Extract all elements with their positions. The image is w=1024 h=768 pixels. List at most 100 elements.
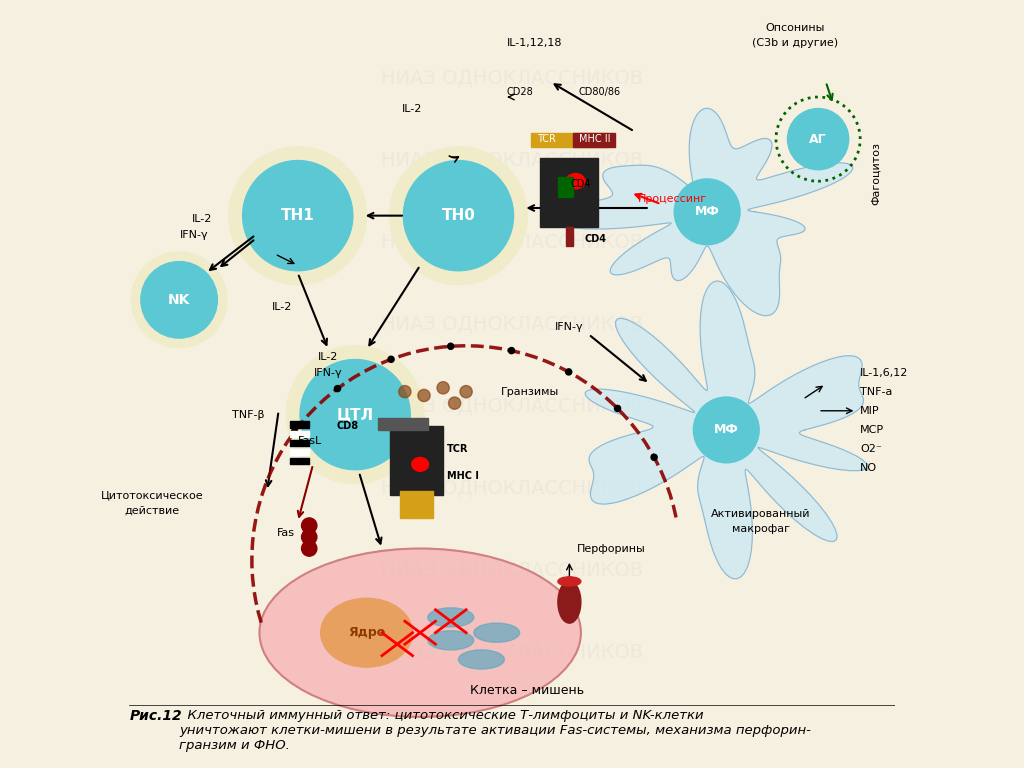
Text: Fas: Fas	[278, 528, 295, 538]
FancyBboxPatch shape	[558, 177, 573, 197]
Text: CD4: CD4	[585, 233, 606, 243]
FancyBboxPatch shape	[290, 440, 309, 446]
Text: FasL: FasL	[298, 436, 322, 446]
Circle shape	[389, 147, 527, 284]
Circle shape	[301, 541, 316, 556]
Circle shape	[243, 161, 353, 271]
Text: (C3b и другие): (C3b и другие)	[752, 38, 839, 48]
Polygon shape	[549, 108, 853, 316]
Text: АГ: АГ	[809, 133, 827, 146]
Text: CD28: CD28	[506, 87, 534, 97]
Text: НИАЗ ОДНОКЛАССНИКОВ: НИАЗ ОДНОКЛАССНИКОВ	[381, 314, 643, 333]
Circle shape	[418, 389, 430, 402]
Circle shape	[229, 147, 367, 284]
Text: IL-1,6,12: IL-1,6,12	[860, 368, 908, 378]
Circle shape	[509, 348, 515, 354]
Text: NO: NO	[860, 463, 878, 473]
Text: MHC I: MHC I	[446, 471, 479, 481]
Circle shape	[335, 386, 341, 392]
FancyBboxPatch shape	[290, 458, 309, 465]
Text: ТН0: ТН0	[441, 208, 475, 223]
Text: Гранзимы: Гранзимы	[501, 386, 559, 396]
Circle shape	[287, 346, 424, 484]
Text: НИАЗ ОДНОКЛАССНИКОВ: НИАЗ ОДНОКЛАССНИКОВ	[381, 478, 643, 498]
Text: CD80/86: CD80/86	[579, 87, 622, 97]
Circle shape	[398, 386, 411, 398]
Ellipse shape	[459, 650, 505, 669]
FancyBboxPatch shape	[531, 133, 607, 147]
Text: НИАЗ ОДНОКЛАССНИКОВ: НИАЗ ОДНОКЛАССНИКОВ	[381, 642, 643, 661]
Text: Клетка – мишень: Клетка – мишень	[470, 684, 585, 697]
FancyBboxPatch shape	[389, 426, 443, 495]
Circle shape	[437, 382, 450, 394]
FancyBboxPatch shape	[565, 227, 573, 247]
Ellipse shape	[428, 607, 474, 627]
Text: MHC II: MHC II	[579, 134, 610, 144]
Ellipse shape	[321, 598, 413, 667]
FancyBboxPatch shape	[541, 158, 598, 227]
Text: МФ: МФ	[714, 423, 738, 436]
FancyBboxPatch shape	[290, 431, 309, 437]
Text: IFN-γ: IFN-γ	[314, 368, 343, 378]
Text: ТН1: ТН1	[281, 208, 314, 223]
Text: Ядро: Ядро	[348, 626, 385, 639]
Text: IFN-γ: IFN-γ	[180, 230, 209, 240]
Ellipse shape	[558, 581, 581, 623]
Text: MCP: MCP	[860, 425, 885, 435]
Text: Цитотоксическое: Цитотоксическое	[101, 490, 204, 500]
Ellipse shape	[428, 631, 474, 650]
Circle shape	[614, 406, 621, 412]
Text: O2⁻: O2⁻	[860, 444, 882, 454]
Circle shape	[141, 262, 217, 338]
Text: MIP: MIP	[860, 406, 880, 415]
Ellipse shape	[259, 548, 581, 717]
FancyBboxPatch shape	[290, 449, 309, 455]
Text: Рис.12: Рис.12	[129, 709, 182, 723]
Text: НИАЗ ОДНОКЛАССНИКОВ: НИАЗ ОДНОКЛАССНИКОВ	[381, 151, 643, 170]
Ellipse shape	[558, 577, 581, 586]
Polygon shape	[586, 281, 867, 579]
Ellipse shape	[474, 623, 519, 642]
FancyBboxPatch shape	[399, 491, 433, 518]
Circle shape	[300, 359, 411, 470]
Text: Активированный: Активированный	[711, 509, 810, 519]
Text: TNF-a: TNF-a	[860, 386, 893, 396]
Text: IL-2: IL-2	[402, 104, 423, 114]
Text: IL-2: IL-2	[191, 214, 212, 224]
Circle shape	[301, 518, 316, 533]
Text: IL-1,12,18: IL-1,12,18	[507, 38, 563, 48]
Text: НИАЗ ОДНОКЛАССНИКОВ: НИАЗ ОДНОКЛАССНИКОВ	[381, 561, 643, 579]
Text: НИАЗ ОДНОКЛАССНИКОВ: НИАЗ ОДНОКЛАССНИКОВ	[381, 68, 643, 88]
Text: Клеточный иммунный ответ: цитотоксические Т-лимфоциты и NK-клетки
уничтожают кле: Клеточный иммунный ответ: цитотоксически…	[179, 709, 811, 752]
Text: TNF-β: TNF-β	[231, 409, 264, 419]
Text: Процессинг: Процессинг	[638, 194, 708, 204]
FancyBboxPatch shape	[290, 422, 309, 428]
Circle shape	[449, 397, 461, 409]
Ellipse shape	[412, 458, 429, 472]
Circle shape	[693, 397, 759, 463]
Text: TCR: TCR	[537, 134, 556, 144]
Circle shape	[565, 369, 571, 375]
Circle shape	[301, 529, 316, 545]
Ellipse shape	[566, 174, 585, 189]
Circle shape	[787, 108, 849, 170]
Text: макрофаг: макрофаг	[732, 525, 790, 535]
Text: Фагоцитоз: Фагоцитоз	[870, 142, 881, 205]
Text: НИАЗ ОДНОКЛАССНИКОВ: НИАЗ ОДНОКЛАССНИКОВ	[381, 233, 643, 251]
Text: МФ: МФ	[694, 205, 720, 218]
Text: NK: NK	[168, 293, 190, 307]
Text: CD8: CD8	[337, 421, 359, 431]
Text: Опсонины: Опсонины	[766, 23, 824, 33]
Circle shape	[131, 252, 227, 348]
Text: IFN-γ: IFN-γ	[555, 322, 584, 332]
Circle shape	[292, 429, 298, 435]
Text: IL-2: IL-2	[272, 303, 293, 313]
Text: Перфорины: Перфорины	[578, 544, 646, 554]
Text: IL-2: IL-2	[318, 353, 339, 362]
Circle shape	[403, 161, 513, 271]
Text: CD4: CD4	[570, 178, 591, 188]
Text: НИАЗ ОДНОКЛАССНИКОВ: НИАЗ ОДНОКЛАССНИКОВ	[381, 396, 643, 415]
Circle shape	[651, 454, 657, 460]
Circle shape	[460, 386, 472, 398]
FancyBboxPatch shape	[378, 419, 428, 430]
